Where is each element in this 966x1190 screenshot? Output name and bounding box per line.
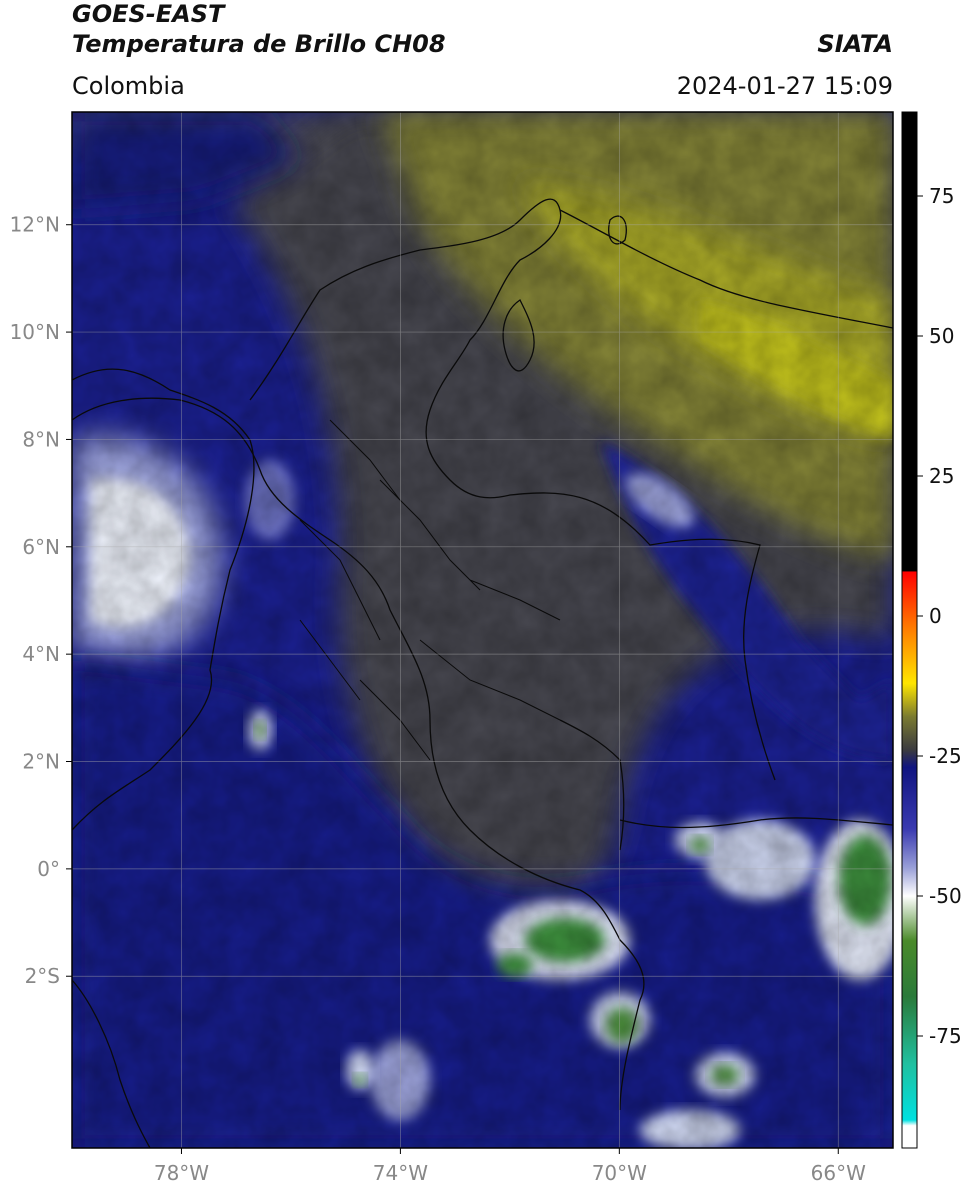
lake-maracaibo [502, 299, 535, 372]
colorbar [901, 111, 918, 1149]
lon-tick-label: 74°W [373, 1161, 428, 1185]
lat-tick-label: 12°N [10, 213, 60, 237]
lat-tick-label: 8°N [22, 427, 60, 451]
boundary-brazil-venezuela [619, 817, 893, 829]
country-boundaries [72, 198, 893, 1148]
colorbar-tick-label: -25 [929, 744, 962, 768]
colorbar-tick-label: -50 [929, 884, 962, 908]
region-label: Colombia [72, 72, 185, 100]
brightness-temperature-field [72, 112, 893, 1148]
map-frame [71, 111, 894, 1149]
colorbar-tick-label: 0 [929, 604, 942, 628]
datetime-label: 2024-01-27 15:09 [676, 72, 893, 100]
longitude-ticks: 78°W 74°W 70°W 66°W [154, 1148, 866, 1185]
coast-venezuela [559, 209, 893, 329]
graticule [72, 112, 893, 1148]
lat-tick-label: 2°S [25, 964, 60, 988]
latitude-ticks: 12°N 10°N 8°N 6°N 4°N 2°N 0° 2°S [10, 213, 72, 988]
paraguana-peninsula [608, 215, 627, 245]
colorbar-tick-label: 25 [929, 464, 954, 488]
lon-tick-label: 78°W [154, 1161, 209, 1185]
boundary-colombia-brazil [559, 719, 625, 851]
satellite-title: GOES-EAST [72, 0, 225, 28]
department-boundaries [299, 419, 561, 761]
lon-tick-label: 66°W [811, 1161, 866, 1185]
lat-tick-label: 4°N [22, 642, 60, 666]
source-label: SIATA [817, 30, 893, 58]
pacific-coast [72, 368, 255, 831]
colorbar-tick-label: 50 [929, 324, 954, 348]
lat-tick-label: 0° [37, 857, 60, 881]
lat-tick-label: 10°N [10, 320, 60, 344]
colorbar-ticks: 75 50 25 0 -25 -50 -75 [917, 184, 962, 1048]
colorbar-tick-label: 75 [929, 184, 954, 208]
lat-tick-label: 2°N [22, 750, 60, 774]
boundary-colombia-venezuela [249, 198, 776, 781]
colorbar-tick-label: -75 [929, 1024, 962, 1048]
coast-peru [72, 979, 151, 1148]
lat-tick-label: 6°N [22, 535, 60, 559]
boundary-colombia-ecuador-peru [72, 397, 645, 1111]
product-title: Temperatura de Brillo CH08 [72, 30, 446, 58]
lon-tick-label: 70°W [592, 1161, 647, 1185]
